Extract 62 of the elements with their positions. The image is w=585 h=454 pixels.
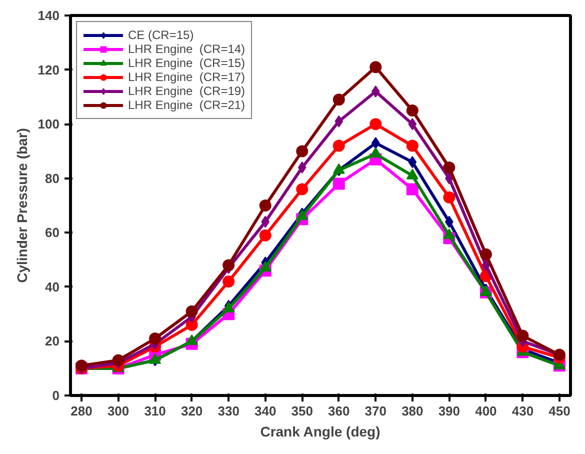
y-tick-label: 140 (38, 8, 60, 23)
point (296, 183, 308, 196)
y-tick-label: 40 (45, 279, 60, 294)
y-tick-label: 20 (45, 334, 60, 349)
legend-label: LHR Engine (CR=19) (128, 84, 246, 98)
point (332, 178, 345, 190)
x-tick-label: 320 (180, 404, 203, 418)
point (259, 261, 272, 272)
point (482, 259, 490, 272)
x-tick-label: 450 (548, 404, 570, 418)
point (298, 162, 306, 174)
point (443, 228, 456, 240)
point (406, 104, 418, 116)
point (443, 162, 456, 174)
point (371, 137, 380, 150)
x-tick-label: 340 (254, 404, 276, 418)
point (370, 118, 382, 130)
point (334, 115, 344, 128)
point (406, 140, 418, 152)
point (261, 216, 270, 228)
x-tick-label: 430 (512, 404, 534, 418)
x-tick-label: 370 (364, 404, 387, 418)
legend-label: LHR Engine (CR=21) (128, 98, 246, 112)
point (259, 229, 272, 242)
point (408, 118, 417, 130)
point (332, 94, 345, 106)
x-tick-label: 310 (144, 404, 166, 418)
point (149, 353, 162, 364)
point (332, 140, 345, 152)
point (443, 191, 456, 204)
point (370, 61, 382, 74)
y-tick-label: 60 (45, 225, 60, 240)
point (370, 147, 382, 158)
y-axis-title: Cylinder Pressure (bar) (14, 128, 30, 283)
point (222, 276, 235, 288)
legend-label: CE (CR=15) (128, 28, 194, 42)
x-axis-title: Crank Angle (deg) (260, 424, 380, 440)
point (186, 334, 198, 345)
x-tick-label: 330 (218, 404, 240, 418)
point (406, 183, 418, 196)
point (296, 145, 308, 158)
x-tick-label: 350 (291, 404, 313, 418)
x-tick-label: 300 (107, 404, 130, 418)
point (259, 200, 272, 212)
point (408, 156, 417, 168)
point (516, 330, 529, 342)
y-tick-label: 0 (52, 388, 60, 403)
point (480, 248, 492, 260)
point (186, 305, 198, 318)
x-tick-label: 390 (438, 404, 460, 418)
x-tick-label: 400 (475, 404, 497, 418)
point (371, 86, 380, 98)
x-tick-label: 360 (328, 404, 350, 418)
point (149, 332, 162, 344)
x-tick-label: 280 (70, 404, 92, 418)
legend-label: LHR Engine (CR=15) (128, 56, 246, 70)
y-tick-label: 120 (38, 62, 60, 78)
y-tick-label: 80 (45, 170, 60, 186)
legend-label: LHR Engine (CR=14) (128, 42, 246, 56)
legend-label: LHR Engine (CR=17) (128, 70, 246, 84)
y-tick-label: 100 (38, 116, 60, 132)
x-tick-label: 380 (402, 404, 424, 418)
